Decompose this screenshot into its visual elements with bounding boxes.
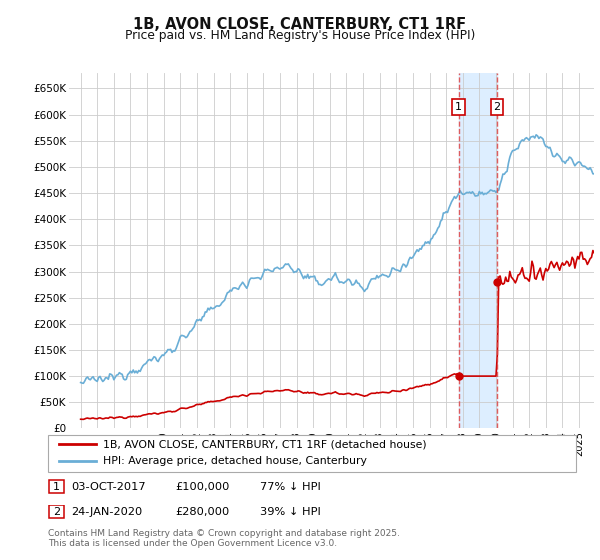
Text: £280,000: £280,000 xyxy=(176,507,230,517)
Text: 24-JAN-2020: 24-JAN-2020 xyxy=(71,507,142,517)
Text: 1: 1 xyxy=(53,482,60,492)
Bar xyxy=(458,73,497,428)
Text: 2: 2 xyxy=(53,507,60,517)
Text: 77% ↓ HPI: 77% ↓ HPI xyxy=(260,482,320,492)
Text: This data is licensed under the Open Government Licence v3.0.: This data is licensed under the Open Gov… xyxy=(48,539,337,548)
Text: 1: 1 xyxy=(455,102,462,112)
Text: 1B, AVON CLOSE, CANTERBURY, CT1 1RF: 1B, AVON CLOSE, CANTERBURY, CT1 1RF xyxy=(133,17,467,32)
Text: HPI: Average price, detached house, Canterbury: HPI: Average price, detached house, Cant… xyxy=(103,456,367,466)
Text: £100,000: £100,000 xyxy=(176,482,230,492)
FancyBboxPatch shape xyxy=(48,435,576,472)
Text: 2: 2 xyxy=(494,102,501,112)
Text: Price paid vs. HM Land Registry's House Price Index (HPI): Price paid vs. HM Land Registry's House … xyxy=(125,29,475,42)
Text: 1B, AVON CLOSE, CANTERBURY, CT1 1RF (detached house): 1B, AVON CLOSE, CANTERBURY, CT1 1RF (det… xyxy=(103,439,427,449)
Text: Contains HM Land Registry data © Crown copyright and database right 2025.: Contains HM Land Registry data © Crown c… xyxy=(48,529,400,538)
FancyBboxPatch shape xyxy=(49,505,64,519)
FancyBboxPatch shape xyxy=(49,480,64,493)
Text: 03-OCT-2017: 03-OCT-2017 xyxy=(71,482,145,492)
Text: 39% ↓ HPI: 39% ↓ HPI xyxy=(260,507,320,517)
